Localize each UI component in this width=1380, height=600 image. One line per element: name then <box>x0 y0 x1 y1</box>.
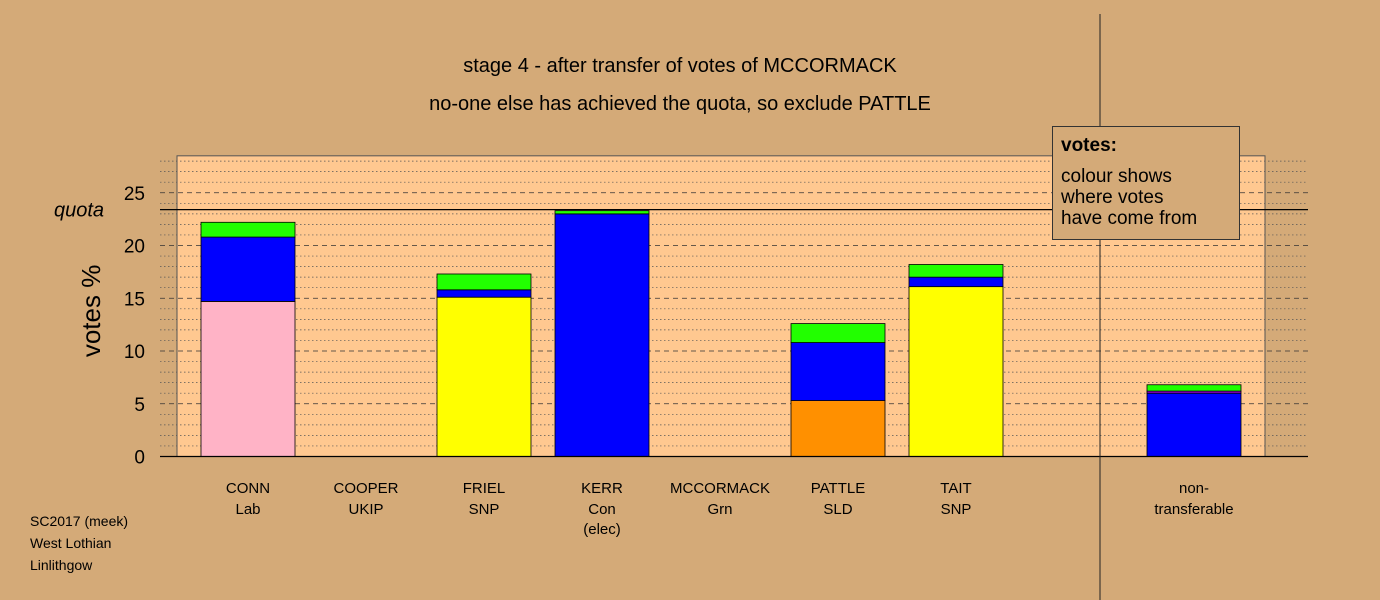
x-nontransferable-label: transferable <box>1154 501 1233 518</box>
x-category-party: SNP <box>469 501 500 518</box>
bar-segment <box>436 296 532 457</box>
legend: votes: colour shows where votes have com… <box>1052 126 1240 240</box>
y-tick-label: 20 <box>124 237 145 258</box>
y-tick-label: 0 <box>134 448 145 469</box>
x-category-name: COOPER <box>333 480 398 497</box>
x-category-note: (elec) <box>583 521 621 538</box>
footer-council: West Lothian <box>30 535 112 551</box>
legend-line: where votes <box>1061 187 1164 208</box>
quota-label: quota <box>54 200 104 222</box>
bar-segment <box>200 236 296 302</box>
bar-segment <box>908 276 1004 288</box>
bar-segment <box>554 213 650 457</box>
y-tick-label: 15 <box>124 289 145 310</box>
x-category-name: MCCORMACK <box>670 480 770 497</box>
y-tick-label: 5 <box>134 395 145 416</box>
bar-segment <box>790 342 886 401</box>
x-category-name: PATTLE <box>811 480 865 497</box>
bar-segment <box>200 221 296 238</box>
bar-segment <box>790 400 886 457</box>
x-category-party: SLD <box>823 501 852 518</box>
bar-segment <box>436 273 532 291</box>
nontransferable-bar-segment <box>1146 392 1242 457</box>
x-category-name: CONN <box>226 480 270 497</box>
nontransferable-bar-segment <box>1146 384 1242 392</box>
y-tick-label: 25 <box>124 184 145 205</box>
bar-segment <box>200 301 296 457</box>
x-category-party: SNP <box>941 501 972 518</box>
x-category-party: Lab <box>235 501 260 518</box>
footer-ward: Linlithgow <box>30 557 93 573</box>
bar-segment <box>790 323 886 343</box>
x-category-party: UKIP <box>348 501 383 518</box>
x-category-name: KERR <box>581 480 623 497</box>
x-category-name: TAIT <box>940 480 971 497</box>
x-category-party: Con <box>588 501 616 518</box>
legend-line: have come from <box>1061 208 1198 229</box>
chart-title: stage 4 - after transfer of votes of MCC… <box>463 55 897 77</box>
y-axis-label: votes % <box>76 265 106 358</box>
bar-segment <box>908 264 1004 278</box>
legend-title: votes: <box>1061 135 1117 156</box>
y-tick-label: 10 <box>124 342 145 363</box>
legend-line: colour shows <box>1061 166 1172 187</box>
x-nontransferable-label: non- <box>1179 480 1209 497</box>
x-category-name: FRIEL <box>463 480 506 497</box>
bar-segment <box>554 210 650 215</box>
x-category-party: Grn <box>707 501 732 518</box>
bar-segment <box>436 289 532 298</box>
bar-segment <box>908 286 1004 457</box>
footer-election: SC2017 (meek) <box>30 513 129 529</box>
chart-subtitle: no-one else has achieved the quota, so e… <box>429 93 931 115</box>
